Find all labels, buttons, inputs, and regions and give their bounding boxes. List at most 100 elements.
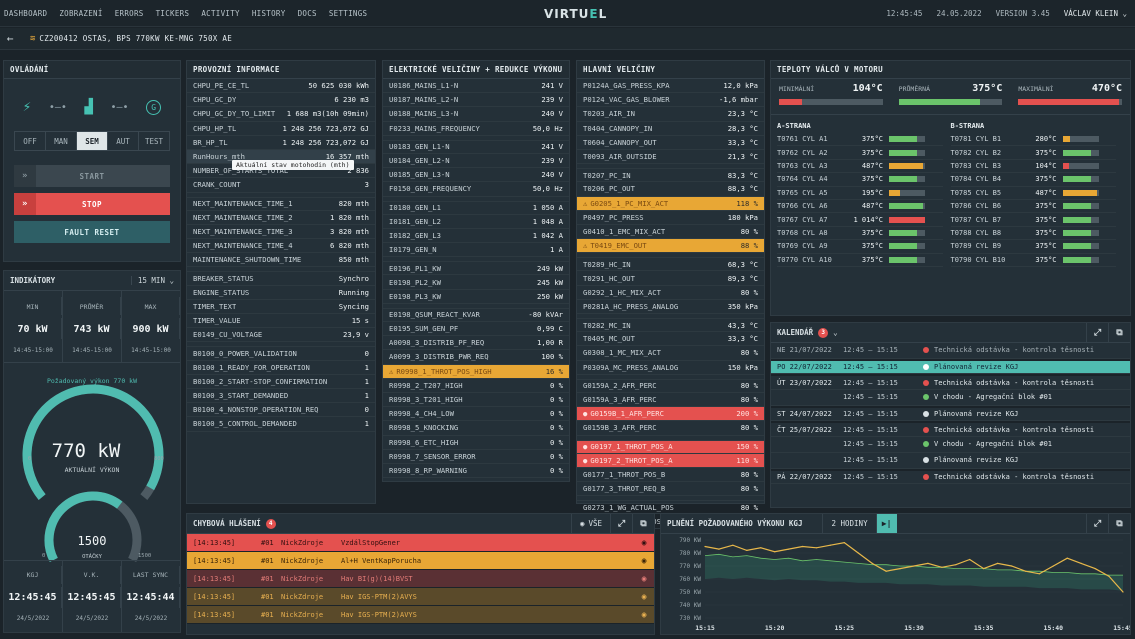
show-all-button[interactable]: ◉ VŠE (570, 514, 610, 533)
nav-item[interactable]: ERRORS (114, 8, 144, 18)
nav-item[interactable]: SETTINGS (328, 8, 368, 18)
temp-summary: MINIMÁLNÍ 104°C PRŮMĚRNÁ 375°C MAXIMÁLNÍ 470°… (771, 79, 1130, 115)
eye-icon[interactable]: ◉ (641, 592, 647, 601)
nav-item[interactable]: DOCS (297, 8, 317, 18)
alarm-icon: ● (583, 442, 588, 452)
mode-man[interactable]: MAN (46, 132, 77, 150)
value-row: T0405_MC_OUT 33,3 °C (577, 332, 764, 347)
temp-label: MINIMÁLNÍ (779, 84, 815, 93)
sync-label: V.K. (63, 566, 121, 584)
back-arrow-icon[interactable]: ← (6, 32, 14, 45)
gauges: 770 kW AKTUÁLNÍ VÝKON 0 800 1500 OTÁČKY … (22, 384, 164, 563)
external-link-icon[interactable]: ⧉ (1108, 514, 1130, 533)
cylinder-row: T0787 CYL B7 375°C (950, 213, 1116, 227)
value-row: P0309A_MC_PRESS_ANALOG 150 kPa (577, 361, 764, 375)
value-key: U0186_MAINS_L1-N (389, 81, 459, 91)
external-link-icon[interactable]: ⧉ (1108, 323, 1130, 342)
nav-item[interactable]: DASHBOARD (4, 8, 48, 18)
error-msg: Hav IGS-PTM(2)AVYS (341, 592, 417, 601)
eye-icon[interactable]: ◉ (641, 538, 647, 547)
error-row[interactable]: [14:13:45] #01 NickZdroje Hav IGS-PTM(2)AVY… (187, 588, 654, 606)
chevron-down-icon[interactable]: ⌄ (833, 328, 838, 337)
alarm-icon: ● (583, 409, 588, 419)
event-time: 12:45 — 15:15 (843, 456, 898, 465)
calendar-event[interactable]: 12:45 — 15:15 Plánovaná revize KGJ (771, 453, 1130, 469)
cylinder-temp: 375°C (861, 242, 883, 251)
value-val: 80 % (740, 469, 758, 479)
calendar-event[interactable]: NE 21/07/2022 12:45 — 15:15 Technická odst… (771, 343, 1130, 359)
value-val: 80 % (740, 484, 758, 494)
mode-off[interactable]: OFF (15, 132, 46, 150)
cylinder-row: T0789 CYL B9 375°C (950, 240, 1116, 254)
value-key: B0100_1_READY_FOR_OPERATION (193, 362, 310, 372)
expand-icon[interactable]: ⤢ (1086, 514, 1108, 533)
power-point (746, 549, 748, 551)
cylinder-temp: 375°C (861, 148, 883, 157)
nav-item[interactable]: HISTORY (251, 8, 286, 18)
error-row[interactable]: [14:13:45] #01 NickZdroje Hav IGS-PTM(2)AVY… (187, 606, 654, 624)
cylinder-name: T0764 CYL A4 (777, 175, 828, 184)
tower-icon: ⚡ (22, 99, 32, 115)
value-val: 850 mth (338, 255, 369, 265)
error-row[interactable]: [14:13:45] #01 NickZdroje Hav BI(g)(14)BVST… (187, 570, 654, 588)
value-row: B0100_1_READY_FOR_OPERATION 1 (187, 361, 375, 375)
temp-max: MAXIMÁLNÍ 470°C (1010, 79, 1130, 114)
value-row: ⚠ R0998_1_THROT_POS_HIGH 16 % (383, 364, 569, 379)
calendar-event[interactable]: ÚT 23/07/2022 12:45 — 15:15 Technická odst… (771, 374, 1130, 391)
breaker-icon: •—• (48, 101, 67, 113)
eye-icon[interactable]: ◉ (641, 556, 647, 565)
calendar-event[interactable]: PÁ 22/07/2022 12:45 — 15:15 Technická odst… (771, 468, 1130, 485)
error-id: #01 (261, 574, 274, 583)
expand-icon[interactable]: ⤢ (1086, 323, 1108, 342)
eye-icon[interactable]: ◉ (641, 610, 647, 619)
expand-icon[interactable]: ⤢ (610, 514, 632, 533)
value-val: 2 836 (347, 166, 369, 176)
cylinder-temp: 375°C (861, 255, 883, 264)
mode-sem[interactable]: SEM (77, 132, 108, 150)
cylinder-row: T0790 CYL B10 375°C (950, 254, 1116, 267)
error-row[interactable]: [14:13:45] #01 NickZdroje Al+H VentKapPoruc… (187, 552, 654, 570)
nav-item[interactable]: ZOBRAZENÍ (59, 8, 103, 18)
value-key: B0100_5_CONTROL_DEMANDED (193, 419, 297, 429)
calendar-event[interactable]: PO 22/07/2022 12:45 — 15:15 Plánovaná revi… (771, 358, 1130, 375)
value-row: R0998_3_T201_HIGH 0 % (383, 393, 569, 408)
calendar-event[interactable]: 12:45 — 15:15 V chodu - Agregační blok #0… (771, 437, 1130, 453)
mode-aut[interactable]: AUT (108, 132, 139, 150)
event-title: Technická odstávka - kontrola těsnosti (934, 378, 1095, 387)
cylinder-bar (889, 243, 925, 250)
calendar-event[interactable]: ČT 25/07/2022 12:45 — 15:15 Technická odst… (771, 421, 1130, 438)
sync-time: V.K. 12:45:45 24/5/2022 (63, 561, 122, 632)
stop-button[interactable]: » STOP (14, 193, 170, 215)
value-val: 249 kW (537, 263, 563, 273)
chart-range-select[interactable]: 2 HODINY (822, 514, 877, 533)
nav-item[interactable]: TICKERS (155, 8, 190, 18)
calendar-event[interactable]: 12:45 — 15:15 V chodu - Agregační blok #0… (771, 390, 1130, 406)
value-row: R0998_5_KNOCKING 0 % (383, 421, 569, 436)
value-key: R0998_6_ETC_HIGH (389, 437, 459, 447)
mode-test[interactable]: TEST (144, 136, 164, 146)
range-select[interactable]: 15 MIN ⌄ (130, 276, 174, 285)
user-menu[interactable]: VÁCLAV KLEIN ⌄ (1063, 9, 1127, 18)
error-id: #01 (261, 610, 274, 619)
power-point (969, 558, 971, 561)
value-key: T0289_HC_IN (583, 259, 631, 269)
external-link-icon[interactable]: ⧉ (632, 514, 654, 533)
value-row: BR_HP_TL 1 248 256 723,072 GJ (187, 136, 375, 150)
value-val: 16 % (545, 366, 563, 376)
value-row: T0203_AIR_IN 23,3 °C (577, 107, 764, 122)
calendar-event[interactable]: ST 24/07/2022 12:45 — 15:15 Plánovaná revi… (771, 405, 1130, 422)
fault-reset-button[interactable]: FAULT RESET (14, 221, 170, 243)
eye-icon[interactable]: ◉ (641, 574, 647, 583)
nav-item[interactable]: ACTIVITY (201, 8, 240, 18)
play-icon[interactable]: ▶| (876, 514, 897, 533)
y-tick-label: 750 KW (679, 589, 701, 596)
errors-panel: CHYBOVÁ HLÁŠENÍ 4 ◉ VŠE ⤢ ⧉ [14:13:45] #01… (186, 513, 655, 635)
value-key: T0206_PC_OUT (583, 184, 635, 194)
value-val: 100 % (541, 352, 563, 362)
cylinder-bar (1062, 176, 1099, 183)
value-row: R0998_4_CH4_LOW 0 % (383, 407, 569, 422)
start-button[interactable]: » START (14, 165, 170, 187)
value-row: U0184_GEN_L2-N 239 V (383, 154, 569, 169)
error-row[interactable]: [14:13:45] #01 NickZdroje VzdálStopGener ◉ (187, 534, 654, 552)
y-tick-label: 760 KW (679, 576, 701, 583)
